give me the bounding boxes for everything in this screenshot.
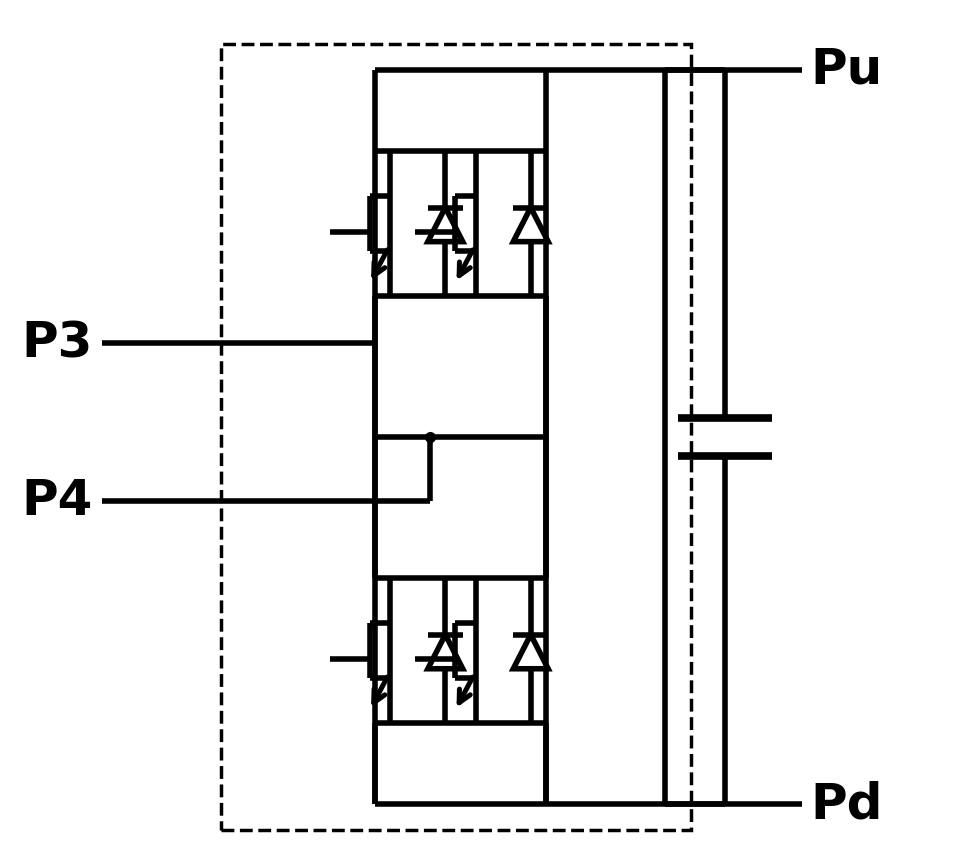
Text: Pd: Pd <box>811 781 883 829</box>
Text: Pu: Pu <box>811 45 882 93</box>
Text: P4: P4 <box>22 477 93 525</box>
Text: P3: P3 <box>22 319 93 367</box>
